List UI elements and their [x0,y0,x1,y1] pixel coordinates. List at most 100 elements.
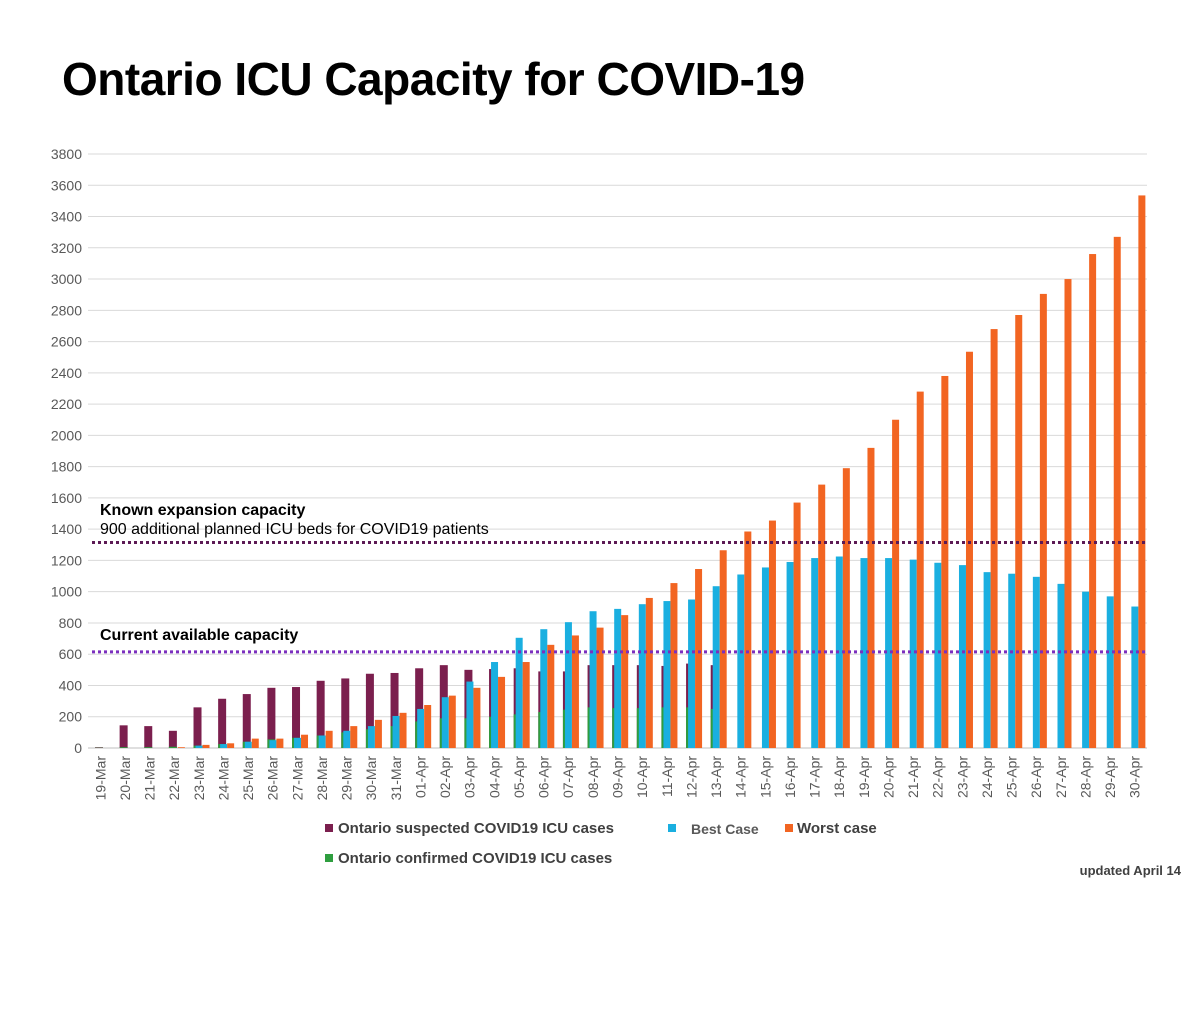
bar-best [1057,583,1065,748]
bar-suspected [415,668,424,748]
bar-best [367,726,375,748]
x-tick-label: 30-Apr [1127,756,1143,798]
y-tick-label: 200 [59,709,83,725]
x-tick-label: 22-Apr [930,756,946,798]
x-tick-label: 19-Apr [856,756,872,798]
y-tick-label: 2400 [51,365,82,381]
bar-confirmed [119,747,128,748]
bar-best [614,608,622,748]
x-tick-label: 15-Apr [757,756,773,798]
bar-best [688,599,696,748]
bar-worst [842,468,850,748]
bar-suspected [95,747,103,748]
bar-best [663,601,671,748]
bar-worst [744,531,752,748]
bar-suspected [144,726,153,748]
bar-worst [276,738,284,748]
bar-suspected [316,680,325,748]
x-axis-ticks: 19-Mar 20-Mar 21-Mar 22-Mar 23-Mar 24-Mar 25-M… [92,756,1142,801]
bar-worst [768,520,776,748]
legend-label-best: Best Case [691,821,759,837]
bar-suspected [267,687,276,748]
y-tick-label: 600 [59,646,83,662]
bar-best [761,567,769,748]
x-tick-label: 29-Apr [1102,756,1118,798]
y-tick-label: 800 [59,615,83,631]
y-tick-label: 1000 [51,584,82,600]
bar-worst [227,743,235,748]
x-tick-label: 05-Apr [511,756,527,798]
bar-best [294,737,302,748]
x-tick-label: 28-Mar [314,756,330,801]
x-tick-label: 18-Apr [831,756,847,798]
expansion-capacity-subtitle: 900 additional planned ICU beds for COVI… [100,521,489,538]
page-title: Ontario ICU Capacity for COVID-19 [62,53,805,105]
bar-best [392,715,400,748]
bar-suspected [341,678,350,748]
x-tick-label: 24-Mar [215,756,231,801]
legend-swatch-worst [785,824,793,832]
legend-swatch-suspected [325,824,333,832]
bar-worst [990,329,998,748]
bar-best [786,561,794,748]
y-tick-label: 3200 [51,240,82,256]
bar-worst [251,738,259,748]
bar-worst [916,391,924,748]
bar-best [220,744,228,748]
capacity-annotations: Known expansion capacity 900 additional … [92,502,1147,654]
x-tick-label: 22-Mar [166,756,182,801]
bar-best [318,735,326,748]
current-capacity-title: Current available capacity [100,627,298,644]
bar-worst [1039,293,1047,748]
x-tick-label: 14-Apr [733,756,749,798]
bar-worst [793,502,801,748]
bar-worst [473,687,481,748]
y-axis-ticks: 0 200 400 600 800 1000 1200 1400 1600 1800 2000 220… [51,146,82,756]
x-tick-label: 16-Apr [782,756,798,798]
x-tick-label: 09-Apr [610,756,626,798]
bar-best [909,559,917,748]
bar-worst [1089,254,1097,748]
x-tick-label: 28-Apr [1077,756,1093,798]
bar-best [515,637,523,748]
bar-worst [448,695,456,748]
x-tick-label: 30-Mar [363,756,379,801]
bar-worst [645,597,653,748]
y-tick-label: 3600 [51,177,82,193]
bar-best [712,586,720,748]
bar-worst [374,719,382,748]
bar-best [343,730,351,748]
x-tick-label: 21-Apr [905,756,921,798]
x-tick-label: 11-Apr [659,756,675,797]
bar-suspected [218,698,227,748]
bar-suspected [292,687,301,748]
bar-best [885,558,893,748]
x-tick-label: 20-Mar [117,756,133,801]
bar-worst [498,676,506,748]
bar-worst [1064,279,1072,748]
x-tick-label: 24-Apr [979,756,995,798]
bar-worst [892,419,900,748]
bar-best [269,740,277,748]
bar-best [195,745,203,748]
bar-suspected [193,707,202,748]
bar-best [1082,591,1090,748]
y-tick-label: 2600 [51,334,82,350]
x-tick-label: 29-Mar [339,756,355,801]
y-tick-label: 2200 [51,396,82,412]
x-tick-label: 06-Apr [536,756,552,798]
bar-worst [424,705,432,748]
bar-worst [719,550,727,748]
bar-best [638,604,646,748]
bar-best [983,572,991,748]
bar-best [491,662,499,748]
bar-best [934,562,942,748]
bar-worst [202,744,210,748]
x-tick-label: 12-Apr [683,756,699,798]
bar-best [860,558,868,748]
bar-worst [350,726,358,748]
bar-worst [1138,195,1146,748]
x-tick-label: 03-Apr [462,756,478,798]
x-tick-label: 27-Apr [1053,756,1069,798]
x-tick-label: 13-Apr [708,756,724,798]
